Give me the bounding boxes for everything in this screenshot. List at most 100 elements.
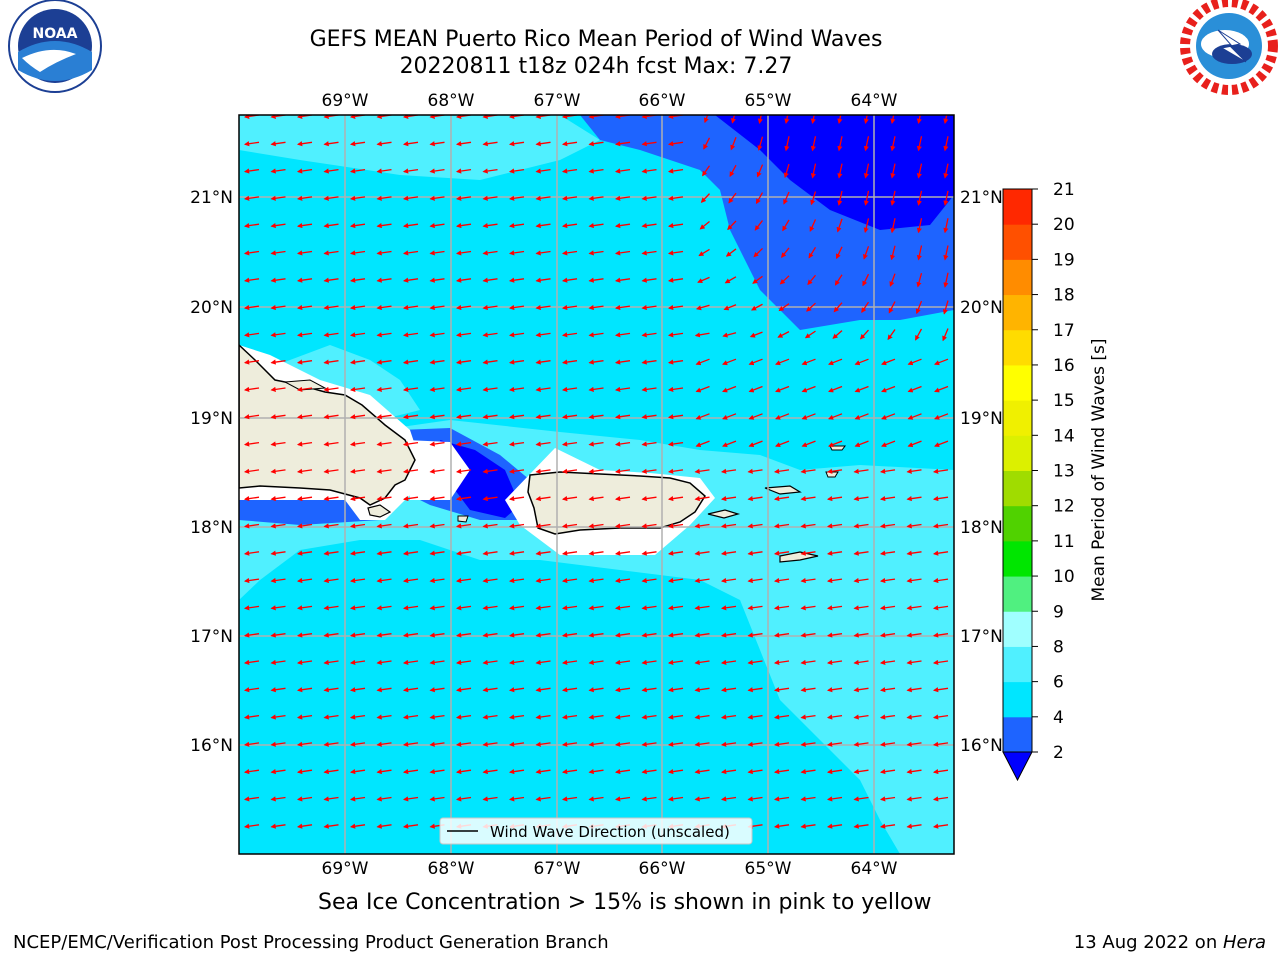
wind-wave-arrow <box>773 550 790 556</box>
wind-wave-arrow <box>641 223 657 229</box>
colorbar-label: Mean Period of Wind Waves [s] <box>1089 338 1109 601</box>
wind-wave-arrow <box>853 796 869 802</box>
wind-wave-arrow <box>270 659 286 665</box>
wind-wave-arrow <box>535 468 551 474</box>
wind-wave-arrow <box>614 741 631 747</box>
wind-wave-arrow <box>349 414 366 420</box>
wind-wave-arrow <box>402 359 419 365</box>
wind-wave-arrow <box>349 304 366 311</box>
wind-wave-arrow <box>614 496 631 502</box>
wind-wave-arrow <box>750 303 763 311</box>
wind-wave-arrow <box>402 386 419 392</box>
wind-wave-arrow <box>296 223 313 229</box>
wind-wave-arrow <box>916 218 923 234</box>
map-panel: Wind Wave Direction (unscaled) 69°W 68°W… <box>190 91 1003 879</box>
wind-wave-arrow <box>863 218 870 234</box>
national-weather-service-logo <box>1180 0 1278 95</box>
wind-wave-arrow <box>800 468 816 474</box>
wind-wave-arrow <box>349 714 366 720</box>
wind-wave-arrow <box>694 605 710 611</box>
wind-wave-arrow <box>932 769 949 775</box>
wind-wave-arrow <box>482 359 498 365</box>
wind-wave-arrow <box>614 659 631 665</box>
wind-wave-arrow <box>323 687 339 693</box>
lat-label-left: 19°N <box>190 409 233 429</box>
wind-wave-arrow <box>376 141 392 147</box>
wind-wave-arrow <box>906 659 922 665</box>
wind-wave-arrow <box>826 687 843 693</box>
wind-wave-arrow <box>890 163 896 179</box>
wind-wave-arrow <box>826 605 843 611</box>
wind-wave-arrow <box>535 359 551 365</box>
wind-wave-arrow <box>243 277 260 283</box>
wind-wave-arrow <box>614 796 631 802</box>
wind-wave-arrow <box>826 769 843 775</box>
wind-wave-arrow <box>757 136 764 151</box>
wind-wave-arrow <box>932 714 949 720</box>
wind-wave-arrow <box>270 823 286 829</box>
wind-wave-arrow <box>614 687 631 693</box>
wind-wave-arrow <box>455 687 472 693</box>
chart-title: GEFS MEAN Puerto Rico Mean Period of Win… <box>309 27 883 52</box>
wind-wave-arrow <box>784 136 790 152</box>
wind-wave-arrow <box>720 550 737 556</box>
wind-wave-arrow <box>934 358 949 366</box>
wind-wave-arrow <box>376 359 392 365</box>
wind-wave-arrow <box>881 440 896 448</box>
wind-wave-arrow <box>801 385 816 393</box>
colorbar-tick-label: 12 <box>1053 497 1075 517</box>
wind-wave-arrow <box>773 577 790 584</box>
legend-label: Wind Wave Direction (unscaled) <box>490 823 730 841</box>
wind-wave-arrow <box>429 687 445 693</box>
wind-wave-arrow <box>720 714 737 720</box>
wind-wave-arrow <box>859 329 869 340</box>
wind-wave-arrow <box>752 275 763 284</box>
wind-wave-arrow <box>667 441 684 447</box>
wind-wave-arrow <box>482 277 498 283</box>
wind-wave-arrow <box>349 195 366 201</box>
wind-wave-arrow <box>349 277 366 283</box>
wind-wave-arrow <box>588 632 604 638</box>
wind-wave-arrow <box>455 223 472 229</box>
wind-wave-arrow <box>667 741 684 747</box>
wind-wave-arrow <box>429 441 445 447</box>
wind-wave-arrow <box>641 496 657 502</box>
wind-wave-arrow <box>270 605 286 611</box>
wind-wave-arrow <box>723 304 737 311</box>
wind-wave-arrow <box>853 632 869 638</box>
wind-wave-arrow <box>376 687 392 693</box>
wind-wave-arrow <box>588 414 604 420</box>
colorbar-segment <box>1003 364 1032 401</box>
wind-wave-arrow <box>753 247 763 258</box>
wind-wave-arrow <box>727 220 737 231</box>
wind-wave-arrow <box>508 659 525 665</box>
lon-labels-top: 69°W 68°W 67°W 66°W 65°W 64°W <box>322 91 898 111</box>
wind-wave-arrow <box>508 632 525 638</box>
wind-wave-arrow <box>270 468 286 474</box>
lon-label-top: 64°W <box>851 91 898 111</box>
wind-wave-arrow <box>349 823 366 829</box>
wind-wave-arrow <box>376 577 392 584</box>
wind-wave-arrow <box>296 659 313 665</box>
wind-wave-arrow <box>808 246 817 259</box>
wind-wave-arrow <box>296 523 313 529</box>
wind-wave-arrow <box>508 577 525 584</box>
wind-wave-arrow <box>641 304 657 311</box>
wind-wave-arrow <box>561 605 578 611</box>
wind-wave-arrow <box>376 605 392 611</box>
wind-wave-arrow <box>800 687 816 693</box>
wind-wave-arrow <box>349 441 366 447</box>
contour-6-8s-north <box>239 115 600 180</box>
wind-wave-arrow <box>243 741 260 747</box>
wind-wave-arrow <box>932 468 949 474</box>
wind-wave-arrow <box>402 195 419 201</box>
wind-wave-arrow <box>270 386 286 392</box>
wind-wave-arrow <box>863 115 869 125</box>
wind-wave-arrow <box>270 250 286 256</box>
wind-wave-arrow <box>402 632 419 638</box>
wind-wave-arrow <box>455 168 472 174</box>
wind-wave-arrow <box>429 332 445 338</box>
wind-wave-arrow <box>455 359 472 365</box>
wind-wave-arrow <box>916 136 923 152</box>
wind-wave-arrow <box>932 577 949 584</box>
